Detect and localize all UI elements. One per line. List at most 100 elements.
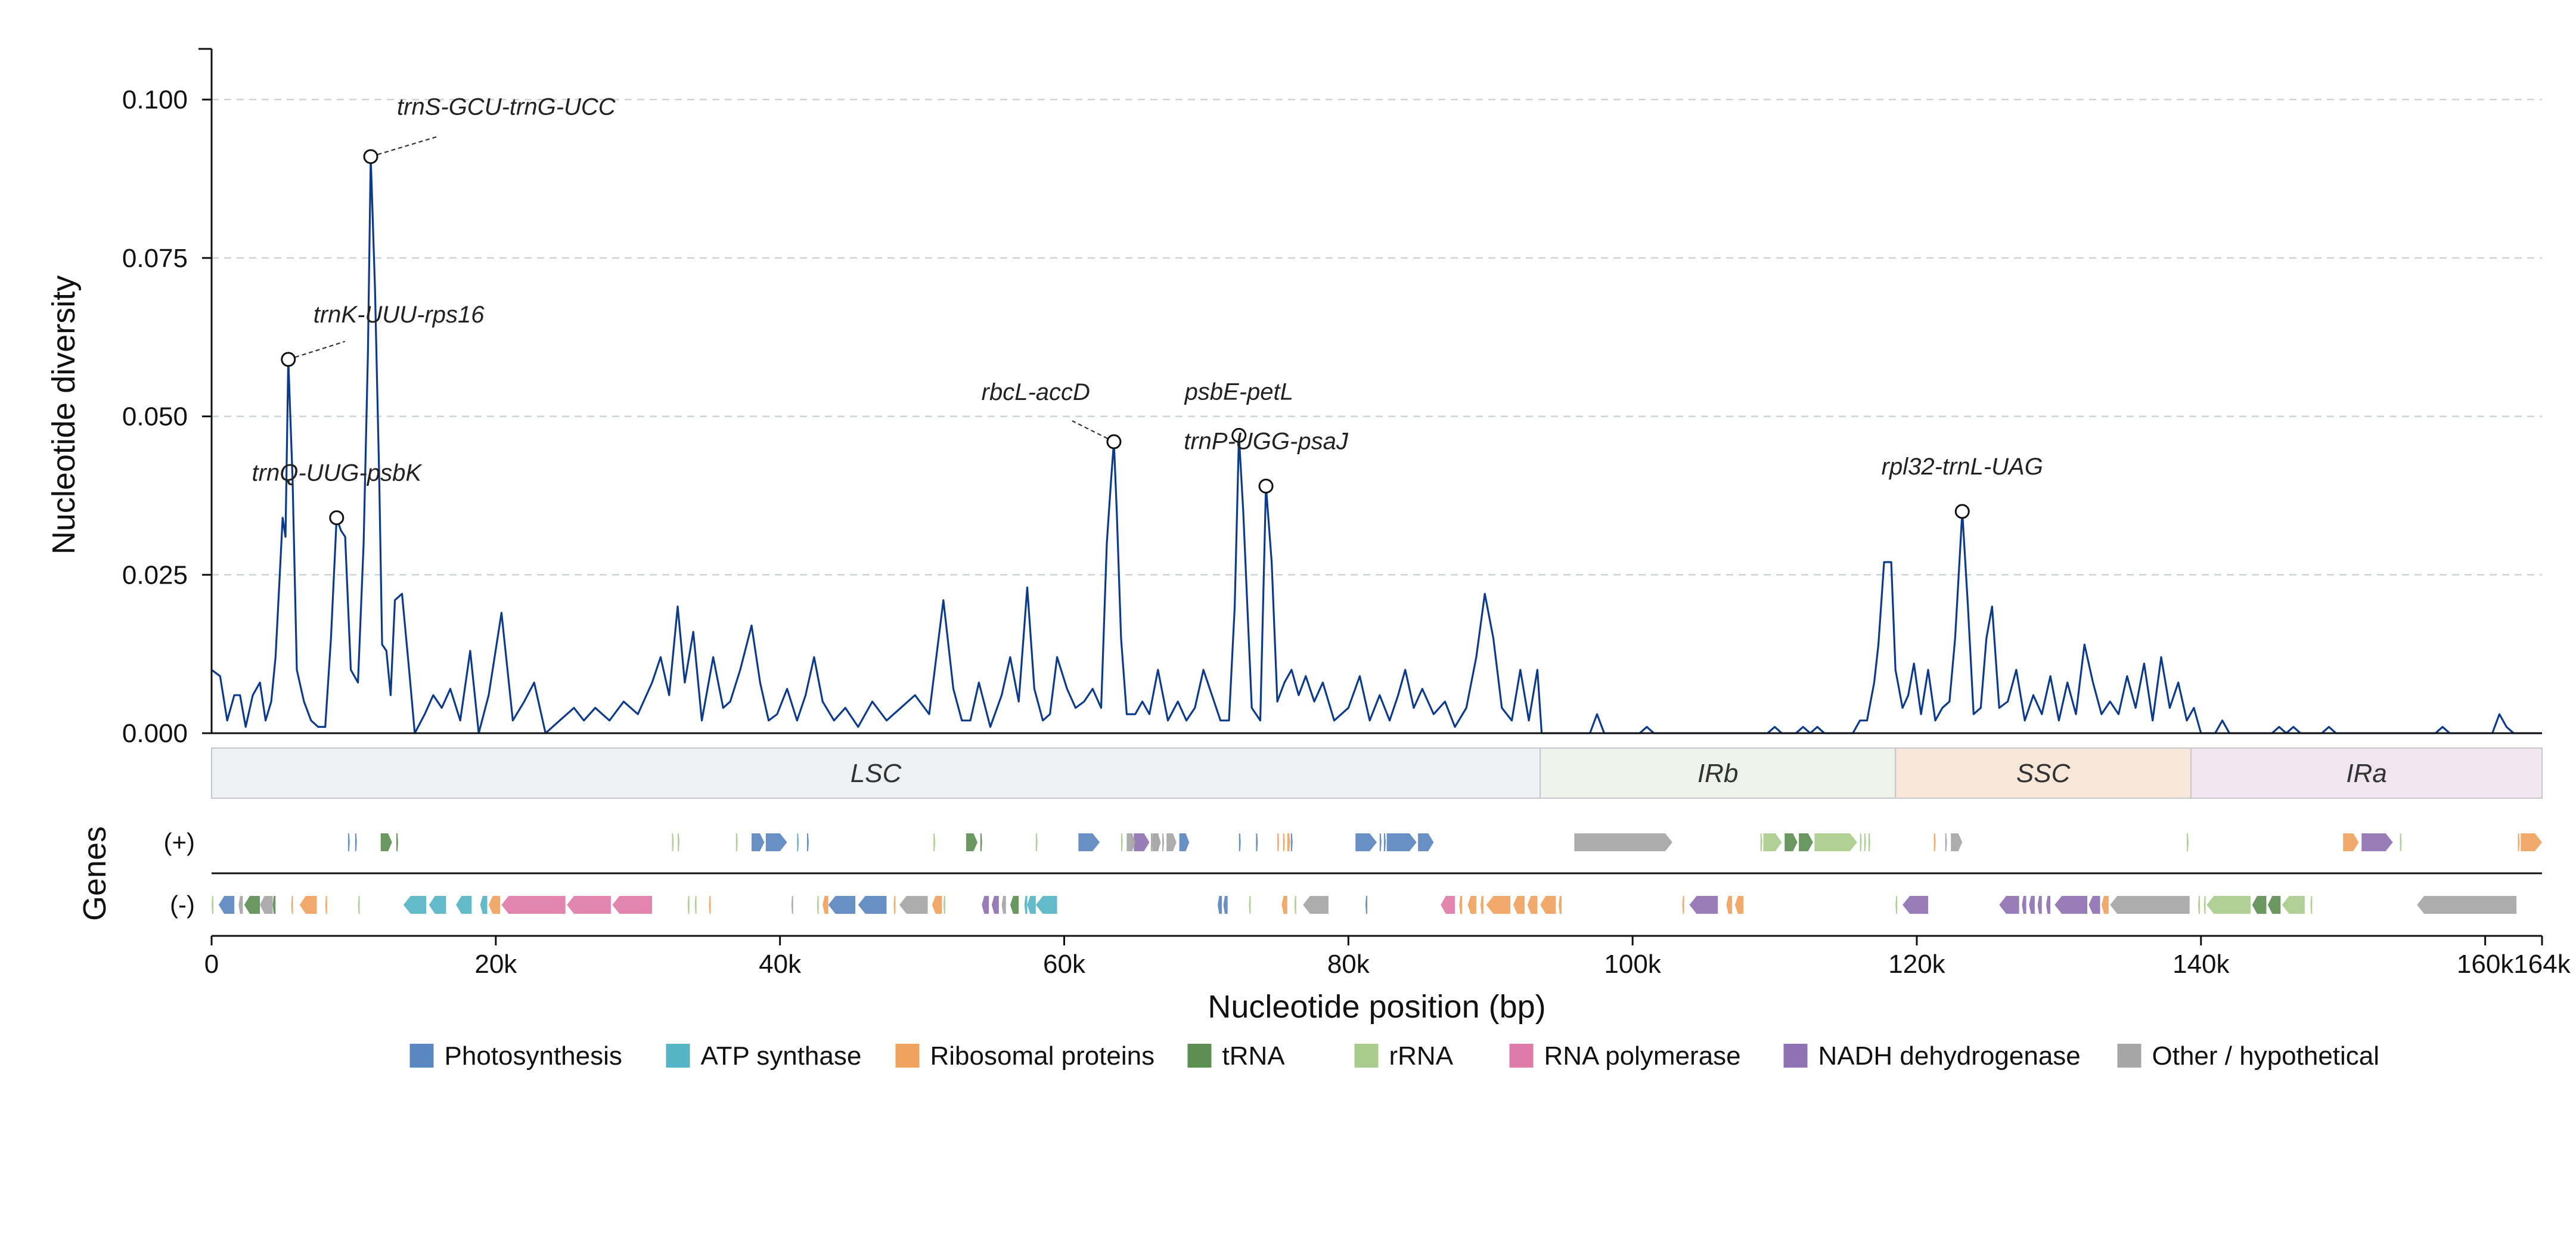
annotation-leader (1072, 420, 1115, 443)
gene-minus-strand (429, 896, 446, 914)
gene-plus-strand (355, 833, 357, 851)
gene-minus-strand (1467, 896, 1476, 914)
gene-plus-strand (980, 833, 982, 851)
gene-plus-strand (1799, 833, 1813, 851)
peak-annotations: trnS-GCU-trnG-UCC trnK-UUU-rps16 trnQ-UUG-… (252, 94, 2043, 526)
plus-strand-label: (+) (164, 828, 195, 856)
gene-tracks: (+) (-) Genes (77, 826, 2542, 921)
legend-swatch (895, 1044, 920, 1068)
gene-minus-strand (1010, 896, 1019, 914)
gene-minus-strand (2417, 896, 2517, 914)
gene-plus-strand (380, 833, 392, 851)
gene-minus-strand (2046, 896, 2051, 914)
x-tick-label: 80k (1327, 950, 1370, 979)
peak-marker (1231, 427, 1247, 443)
gene-minus-strand (1294, 896, 1296, 914)
y-tick-label: 0.100 (122, 85, 188, 114)
gene-plus-strand (396, 833, 398, 851)
gene-minus-strand (403, 896, 427, 914)
gene-plus-strand (1574, 833, 1672, 851)
gene-plus-strand (1239, 833, 1241, 851)
gene-minus-strand (1513, 896, 1525, 914)
legend-swatch (409, 1044, 434, 1068)
gene-minus-strand (2206, 896, 2251, 914)
gene-plus-strand (1121, 833, 1123, 851)
gene-minus-strand (1682, 896, 1684, 914)
gene-plus-strand (1945, 833, 1947, 851)
gene-plus-strand (1179, 833, 1190, 851)
gene-plus-strand (1760, 833, 1762, 851)
gene-minus-strand (501, 896, 566, 914)
gene-plus-strand (1078, 833, 1100, 851)
legend-label: tRNA (1222, 1041, 1286, 1071)
legend-swatch (1783, 1044, 1808, 1068)
gene-minus-strand (2267, 896, 2281, 914)
gene-plus-strand (1814, 833, 1857, 851)
gene-minus-strand (1027, 896, 1036, 914)
peak-label: trnK-UUU-rps16 (314, 302, 485, 328)
gene-minus-strand (299, 896, 317, 914)
gene-plus-strand (1287, 833, 1290, 851)
gene-plus-strand (1152, 833, 1161, 851)
gene-minus-strand (2088, 896, 2100, 914)
gene-minus-strand (2203, 896, 2206, 914)
peak-label: rbcL-accD (982, 379, 1090, 405)
gene-plus-strand (1277, 833, 1280, 851)
gene-minus-strand (817, 896, 819, 914)
peak-label: trnQ-UUG-psbK (252, 460, 423, 486)
x-tick-label: 60k (1043, 950, 1086, 979)
gene-plus-strand (1379, 833, 1382, 851)
gene-plus-strand (2521, 833, 2542, 851)
gene-minus-strand (567, 896, 611, 914)
grid-lines (212, 98, 2542, 576)
gene-minus-strand (2029, 896, 2035, 914)
gene-plus-strand (1860, 833, 1862, 851)
x-tick-label: 164k (2513, 950, 2571, 979)
peak-label: trnP-UGG-psaJ (1184, 428, 1349, 454)
gene-minus-strand (238, 896, 243, 914)
gene-plus-strand (1035, 833, 1038, 851)
gene-plus-strand (1933, 833, 1936, 851)
minus-strand-label: (-) (170, 891, 195, 919)
gene-plus-strand (347, 833, 350, 851)
gene-plus-strand (1383, 833, 1386, 851)
diversity-line (211, 156, 2542, 734)
y-tick-label: 0.000 (122, 719, 188, 748)
gene-minus-strand (1481, 896, 1483, 914)
gene-minus-strand (1486, 896, 1511, 914)
gene-plus-strand (1126, 833, 1135, 851)
gene-plus-strand (2361, 833, 2393, 851)
y-tick-label: 0.075 (122, 244, 188, 273)
gene-plus-strand (1951, 833, 1963, 851)
gene-plus-strand (1386, 833, 1417, 851)
gene-minus-strand (212, 896, 213, 914)
gene-minus-strand (2282, 896, 2305, 914)
gene-plus-strand (672, 833, 674, 851)
y-tick-label: 0.025 (122, 560, 188, 590)
gene-minus-strand (932, 896, 942, 914)
gene-minus-strand (1249, 896, 1251, 914)
legend-label: rRNA (1389, 1041, 1454, 1071)
gene-minus-strand (899, 896, 928, 914)
peak-label: rpl32-trnL-UAG (1882, 454, 2043, 480)
gene-minus-strand (2310, 896, 2313, 914)
gene-plus-strand (2343, 833, 2359, 851)
x-tick-label: 140k (2172, 950, 2230, 979)
annotation-leader (288, 340, 346, 360)
gene-plus-strand (797, 833, 799, 851)
peak-marker (329, 510, 344, 526)
gene-minus-strand (687, 896, 690, 914)
gene-minus-strand (1527, 896, 1538, 914)
legend-swatch (1354, 1044, 1379, 1068)
region-band (2190, 748, 2543, 799)
gene-plus-strand (1134, 833, 1150, 851)
region-label: IRa (2346, 759, 2386, 788)
gene-minus-strand (2037, 896, 2042, 914)
gene-minus-strand (823, 896, 828, 914)
gene-plus-strand (751, 833, 765, 851)
region-label: IRb (1697, 759, 1738, 788)
legend-swatch (666, 1044, 690, 1068)
x-tick-label: 0 (204, 950, 219, 979)
x-tick-label: 20k (474, 950, 517, 979)
legend-label: ATP synthase (701, 1041, 862, 1071)
